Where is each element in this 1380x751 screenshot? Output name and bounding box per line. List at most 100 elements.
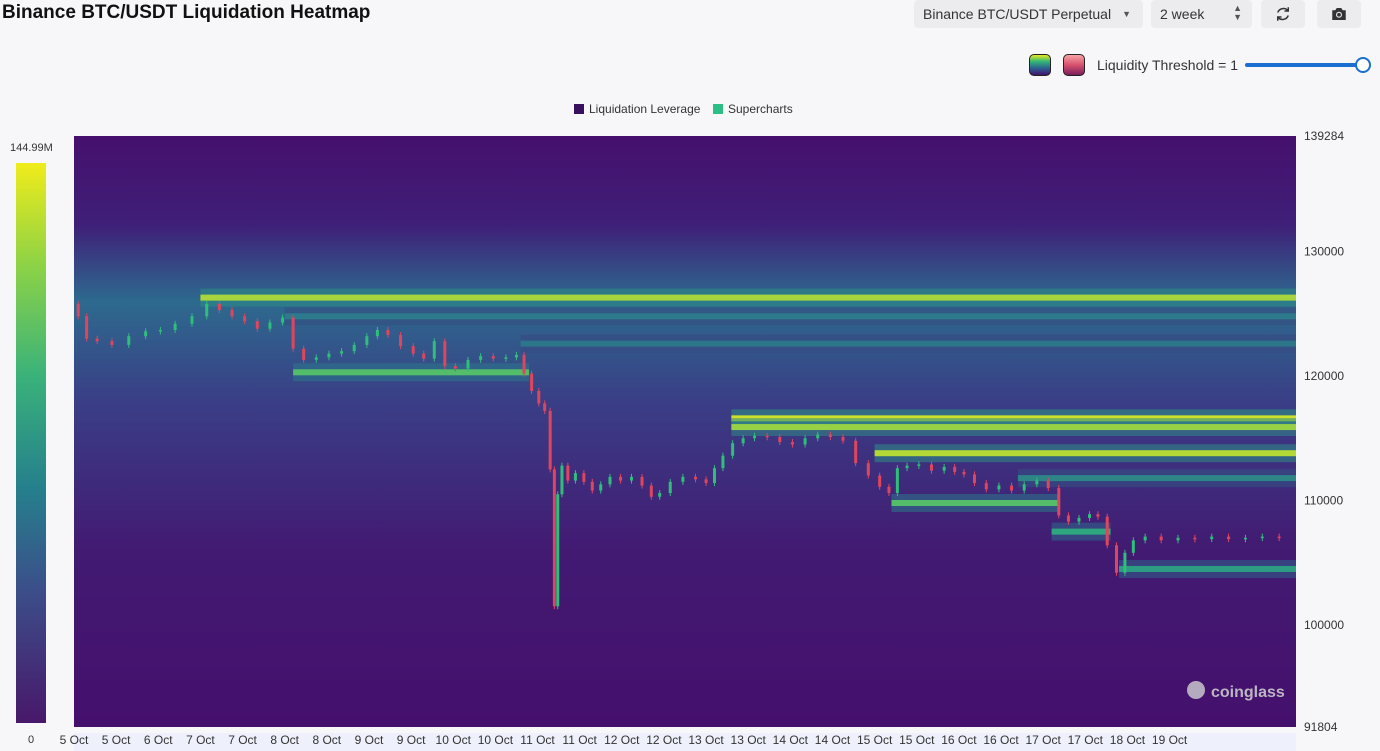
x-tick-label: 13 Oct — [731, 733, 767, 747]
threshold-slider-handle[interactable] — [1355, 57, 1371, 73]
candle — [95, 338, 99, 342]
candle — [491, 356, 495, 359]
candle — [599, 484, 603, 491]
candle — [1105, 516, 1109, 546]
threshold-label: Liquidity Threshold = 1 — [1097, 57, 1238, 73]
candle — [854, 440, 858, 464]
caret-down-icon: ▼ — [1122, 9, 1131, 19]
candle — [217, 303, 221, 311]
legend-item-supercharts[interactable]: Supercharts — [713, 102, 793, 116]
threshold-slider-track[interactable] — [1245, 63, 1361, 67]
candle — [552, 469, 556, 607]
legend-label: Supercharts — [728, 102, 793, 116]
y-tick-label: 139284 — [1304, 129, 1344, 143]
candle — [548, 410, 552, 470]
candle — [566, 465, 570, 481]
liquidation-band — [891, 499, 1061, 506]
x-axis-band — [74, 733, 1296, 751]
candle — [1277, 536, 1281, 539]
candle — [984, 483, 988, 490]
candle — [504, 357, 508, 359]
candle — [76, 303, 80, 317]
candle — [1022, 484, 1026, 491]
candle — [314, 357, 318, 360]
colorscale-viridis-swatch[interactable] — [1029, 54, 1051, 76]
candle — [1159, 536, 1163, 541]
candle — [537, 390, 541, 404]
candle — [608, 476, 612, 485]
x-tick-label: 7 Oct — [186, 733, 215, 747]
candle — [1057, 488, 1061, 516]
y-tick-label: 130000 — [1304, 245, 1344, 259]
candle — [453, 366, 457, 369]
candle — [790, 442, 794, 445]
legend-item-liquidation-leverage[interactable]: Liquidation Leverage — [574, 102, 700, 116]
candle — [866, 463, 870, 476]
x-tick-label: 9 Oct — [397, 733, 426, 747]
screenshot-button[interactable] — [1317, 0, 1361, 28]
range-select-value: 2 week — [1160, 6, 1205, 22]
range-select[interactable]: 2 week ▲ ▼ — [1151, 0, 1252, 28]
candle — [619, 476, 623, 481]
x-tick-label: 12 Oct — [604, 733, 640, 747]
candle — [895, 468, 899, 494]
x-tick-label: 14 Oct — [815, 733, 851, 747]
candle — [841, 437, 845, 441]
candle — [556, 494, 560, 607]
y-tick-label: 110000 — [1304, 494, 1343, 508]
refresh-icon — [1277, 7, 1289, 21]
y-tick-label: 100000 — [1304, 618, 1344, 632]
candle — [422, 353, 426, 359]
candle — [466, 359, 470, 369]
candle — [731, 443, 735, 456]
candle — [522, 354, 526, 374]
x-tick-label: 17 Oct — [1068, 733, 1104, 747]
candle — [917, 464, 921, 466]
candle — [721, 455, 725, 469]
x-tick-label: 11 Oct — [562, 733, 597, 747]
legend-swatch — [574, 104, 584, 114]
candle — [629, 476, 633, 481]
candle — [905, 465, 909, 469]
liquidation-band — [731, 424, 1296, 431]
candle — [712, 468, 716, 484]
x-tick-label: 5 Oct — [60, 733, 89, 747]
x-tick-label: 8 Oct — [270, 733, 299, 747]
candle — [443, 341, 447, 367]
refresh-button[interactable] — [1261, 0, 1305, 28]
candle — [432, 341, 436, 359]
x-tick-label: 8 Oct — [312, 733, 341, 747]
pair-select[interactable]: Binance BTC/USDT Perpetual ▼ — [914, 0, 1143, 28]
x-tick-label: 15 Oct — [899, 733, 935, 747]
colorscale-pink-swatch[interactable] — [1063, 54, 1085, 76]
page-title: Binance BTC/USDT Liquidation Heatmap — [2, 2, 371, 23]
updown-icon: ▲ ▼ — [1233, 3, 1242, 22]
candle — [365, 336, 369, 345]
liquidation-band — [200, 294, 1296, 301]
candle — [1131, 540, 1135, 553]
x-tick-label: 16 Oct — [983, 733, 1019, 747]
candle — [1260, 536, 1264, 539]
candle — [268, 322, 272, 329]
candle — [1243, 537, 1247, 540]
candle — [302, 348, 306, 360]
candle — [704, 479, 708, 484]
candle — [765, 435, 769, 438]
candle — [649, 485, 653, 497]
y-tick-label: 120000 — [1304, 369, 1344, 383]
candle — [514, 354, 518, 358]
candle — [878, 475, 882, 487]
candle — [1046, 480, 1050, 489]
colorbar-min-label: 0 — [28, 734, 35, 746]
candle — [1035, 480, 1039, 485]
candle — [375, 329, 379, 337]
candle — [942, 466, 946, 471]
candle — [930, 464, 934, 471]
liquidation-band — [1119, 565, 1296, 572]
candle — [560, 465, 564, 495]
x-tick-label: 10 Oct — [436, 733, 472, 747]
candle — [1210, 536, 1214, 540]
candle — [230, 310, 234, 317]
candle — [590, 481, 594, 491]
